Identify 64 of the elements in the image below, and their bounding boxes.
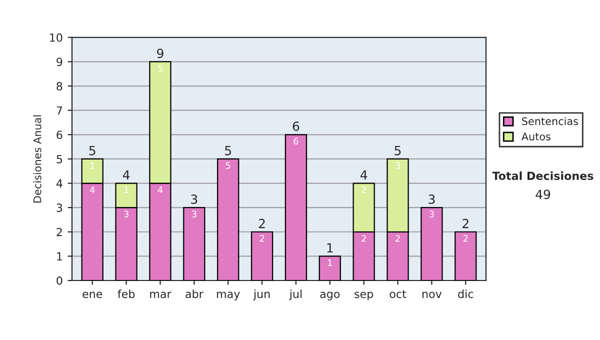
x-tick-label: abr (186, 290, 204, 298)
bar (454, 231, 477, 280)
total-label: 3 (191, 194, 198, 204)
x-tick-label: may (217, 292, 240, 300)
data-label: 1 (328, 259, 332, 266)
bar (420, 207, 443, 280)
x-tick-label: oct (390, 290, 406, 298)
data-label: 2 (396, 234, 400, 242)
x-tick-label: mar (150, 292, 172, 298)
data-label: 2 (463, 234, 468, 242)
total-label: 6 (292, 122, 300, 132)
x-tick-label: ago (320, 292, 340, 300)
bar (217, 158, 240, 280)
bar (284, 134, 308, 280)
data-label: 3 (430, 210, 434, 218)
legend-label: Sentencias (522, 117, 578, 126)
y-tick-label: 2 (56, 228, 62, 236)
y-tick-label: 7 (56, 106, 62, 115)
y-tick-label: 9 (56, 58, 62, 66)
data-label: 2 (362, 186, 366, 194)
text: 49 (536, 190, 550, 200)
y-tick-label: 10 (50, 33, 62, 42)
total-label: 5 (89, 146, 96, 156)
data-label: 4 (90, 186, 95, 194)
total-label: 2 (258, 218, 265, 228)
total-label: 4 (360, 170, 368, 180)
text: Total Decisiones (492, 171, 594, 180)
x-tick-label: jun (253, 290, 270, 300)
y-tick-label: 1 (57, 252, 62, 260)
data-label: 3 (192, 210, 196, 218)
x-tick-label: dic (458, 290, 474, 298)
y-tick-label: 4 (56, 179, 62, 188)
data-label: 6 (294, 138, 298, 145)
x-tick-label: sep (354, 292, 374, 300)
y-tick-label: 8 (56, 82, 62, 90)
x-tick-label: feb (118, 290, 135, 298)
data-label: 3 (396, 162, 400, 169)
y-tick-label: 6 (56, 130, 62, 140)
y-tick-label: 5 (56, 155, 62, 164)
bar (183, 207, 206, 280)
y-axis-title: Decisiones Anual (33, 115, 42, 202)
legend-label: Autos (521, 132, 550, 140)
data-label: 1 (90, 162, 94, 169)
total-label: 2 (462, 218, 468, 228)
total-label: 4 (122, 170, 130, 180)
total-label: 5 (394, 146, 401, 156)
total-label: 3 (428, 194, 435, 204)
bar (318, 256, 341, 280)
y-tick-label: 3 (56, 204, 62, 212)
total-label: 1 (327, 243, 333, 252)
x-tick-label: nov (422, 292, 442, 298)
data-label: 5 (226, 162, 230, 169)
data-label: 1 (124, 186, 128, 194)
total-label: 9 (157, 48, 164, 58)
data-label: 4 (158, 186, 163, 194)
x-tick-label: ene (82, 292, 102, 298)
y-tick-label: 0 (56, 276, 62, 285)
data-label: 2 (362, 234, 366, 242)
x-tick-label: jul (289, 290, 302, 300)
total-label: 5 (225, 146, 231, 156)
data-label: 5 (158, 64, 162, 72)
data-label: 3 (124, 210, 128, 218)
data-label: 2 (260, 234, 264, 242)
bar (250, 231, 274, 280)
